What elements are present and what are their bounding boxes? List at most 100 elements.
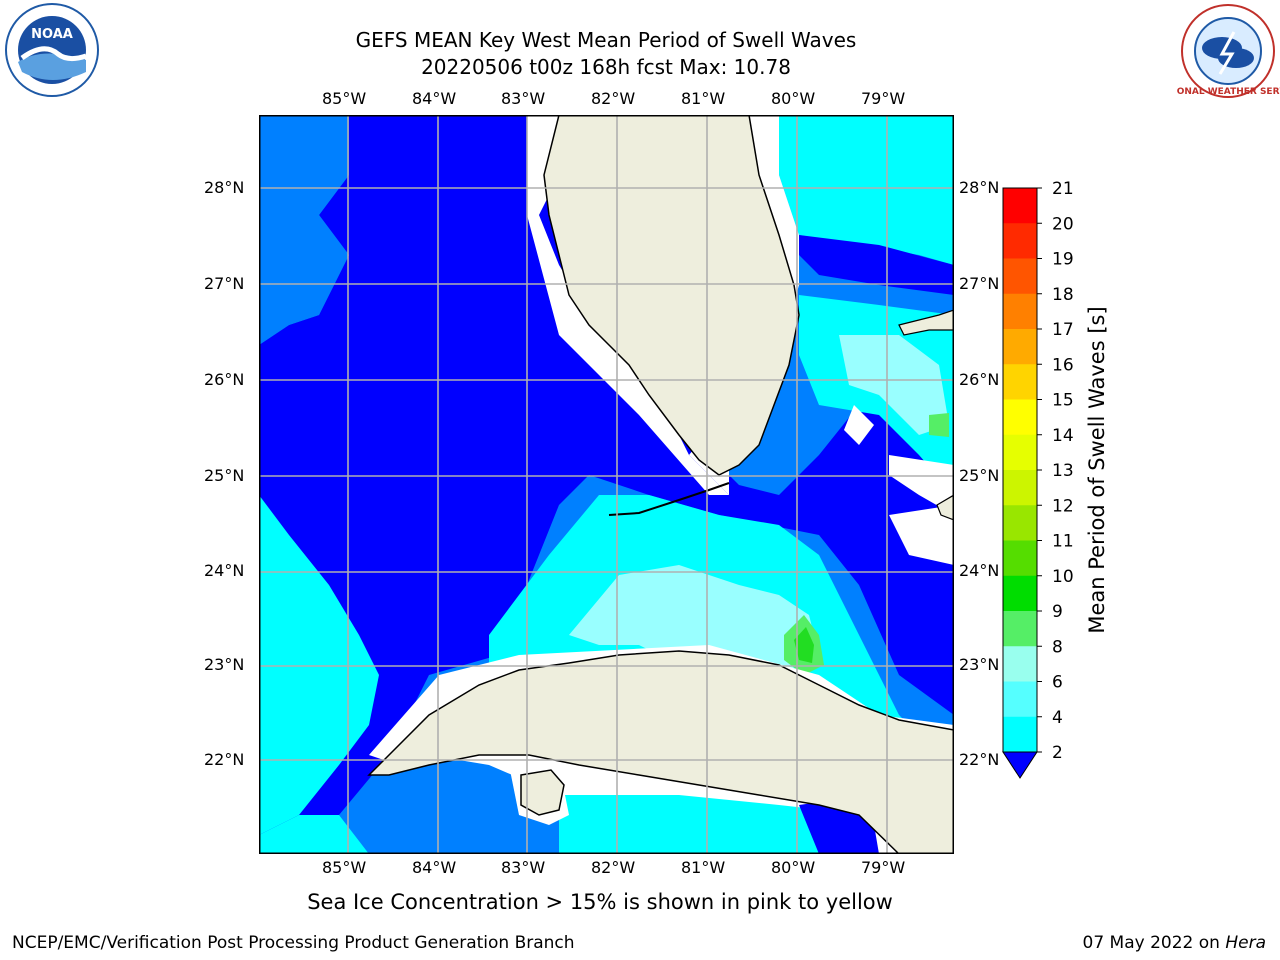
nodata-mask-florida-east <box>689 115 799 495</box>
colorbar-swatch <box>1003 188 1037 224</box>
wave-zone-6-8s-corner <box>259 815 369 854</box>
wave-zone-8-9s-straits <box>569 565 819 675</box>
lon-label-top-84w: 84°W <box>412 89 457 108</box>
colorbar-tick-label: 12 <box>1052 496 1074 516</box>
nodata-mask-bahamas-1 <box>844 405 874 445</box>
noaa-logo: NOAA <box>5 3 99 97</box>
colorbar-tick-label: 13 <box>1052 461 1074 481</box>
colorbar-swatch <box>1003 470 1037 506</box>
colorbar-tick-label: 16 <box>1052 355 1074 375</box>
colorbar-tick-label: 11 <box>1052 532 1074 552</box>
colorbar-swatch <box>1003 611 1037 647</box>
nodata-mask-bahamas-3 <box>889 505 954 565</box>
nws-logo: NATIONAL WEATHER SERVICE <box>1176 4 1280 98</box>
colorbar-tick-label: 2 <box>1052 743 1063 763</box>
colorbar-swatch <box>1003 505 1037 541</box>
land-cuba <box>367 650 954 854</box>
colorbar-tick-label: 8 <box>1052 637 1063 657</box>
colorbar-tick-label: 9 <box>1052 602 1063 622</box>
colorbar-label: Mean Period of Swell Waves [s] <box>1085 306 1109 634</box>
lon-label-bottom-82w: 82°W <box>591 858 636 877</box>
colorbar-tick-label: 4 <box>1052 708 1063 728</box>
wave-zone-8-9s-atlantic <box>839 335 949 435</box>
lon-label-bottom-85w: 85°W <box>322 858 367 877</box>
colorbar-swatch <box>1003 364 1037 400</box>
lat-label-left-28n: 28°N <box>204 178 245 197</box>
lon-label-bottom-83w: 83°W <box>501 858 546 877</box>
land-florida-keys <box>608 482 730 516</box>
colorbar-tick-label: 6 <box>1052 673 1063 693</box>
colorbar-swatch <box>1003 329 1037 365</box>
map-gridlines <box>259 115 954 854</box>
wave-zone-6-8s-atlantic-mid <box>799 295 954 495</box>
lon-label-bottom-84w: 84°W <box>412 858 457 877</box>
lat-label-left-27n: 27°N <box>204 274 245 293</box>
lat-label-right-25n: 25°N <box>959 466 1000 485</box>
wave-zone-9-10s-atlantic <box>929 413 949 437</box>
footer-host: Hera <box>1225 933 1266 953</box>
lon-label-top-82w: 82°W <box>591 89 636 108</box>
land-grand-bahama <box>898 309 954 336</box>
lat-label-left-24n: 24°N <box>204 561 245 580</box>
footer-date-text: 07 May 2022 on <box>1082 933 1220 953</box>
lat-label-right-27n: 27°N <box>959 274 1000 293</box>
lon-label-bottom-80w: 80°W <box>771 858 816 877</box>
footer-branch: NCEP/EMC/Verification Post Processing Pr… <box>12 933 575 953</box>
sea-ice-note: Sea Ice Concentration > 15% is shown in … <box>307 890 893 914</box>
land-andros <box>936 494 954 521</box>
wave-zone-6-8s-atlantic-north <box>779 115 954 265</box>
nws-logo-text: NATIONAL WEATHER SERVICE <box>1176 87 1280 97</box>
colorbar-tick-label: 14 <box>1052 426 1074 446</box>
lat-label-right-23n: 23°N <box>959 655 1000 674</box>
colorbar-tick-label: 17 <box>1052 320 1074 340</box>
colorbar-tick-label: 21 <box>1052 180 1074 199</box>
lon-label-top-81w: 81°W <box>681 89 726 108</box>
lon-label-top-83w: 83°W <box>501 89 546 108</box>
map-title: GEFS MEAN Key West Mean Period of Swell … <box>355 28 857 52</box>
colorbar-swatch <box>1003 258 1037 295</box>
colorbar-tick-label: 18 <box>1052 285 1074 305</box>
lat-label-right-26n: 26°N <box>959 370 1000 389</box>
colorbar-swatch <box>1003 399 1037 436</box>
colorbar-tick-label: 20 <box>1052 214 1074 234</box>
colorbar-tick-label: 10 <box>1052 567 1074 587</box>
lon-label-top-79w: 79°W <box>861 89 906 108</box>
wave-zone-2-4s-gulf <box>259 115 954 854</box>
colorbar-swatch <box>1003 716 1037 753</box>
lat-label-left-22n: 22°N <box>204 750 245 769</box>
colorbar-tick-label: 19 <box>1052 250 1074 270</box>
colorbar-ticks: 21 20 19 18 17 16 15 14 13 12 11 10 9 8 6 4 2 <box>1037 180 1074 763</box>
map-subtitle: 20220506 t00z 168h fcst Max: 10.78 <box>421 55 791 79</box>
wave-zone-4-6s-west <box>259 115 349 345</box>
land-florida <box>543 115 800 476</box>
colorbar: 21 20 19 18 17 16 15 14 13 12 11 10 9 8 6 4 2 <box>1002 180 1074 779</box>
colorbar-swatch <box>1003 681 1037 718</box>
colorbar-swatch <box>1003 223 1037 259</box>
footer-date: 07 May 2022 on Hera <box>1083 933 1267 953</box>
lat-label-right-28n: 28°N <box>959 178 1000 197</box>
map-frame <box>259 115 954 854</box>
colorbar-swatch <box>1003 575 1037 612</box>
wave-zone-10-11s-core <box>794 627 814 663</box>
wave-zone-6-8s-southwest <box>259 495 379 835</box>
lon-label-top-85w: 85°W <box>322 89 367 108</box>
wave-zone-2-4s-atlantic-band <box>799 235 954 295</box>
lat-label-left-23n: 23°N <box>204 655 245 674</box>
lat-label-right-22n: 22°N <box>959 750 1000 769</box>
colorbar-swatch <box>1003 293 1037 330</box>
colorbar-tick-label: 15 <box>1052 391 1074 411</box>
colorbar-swatch <box>1003 434 1037 471</box>
lon-label-top-80w: 80°W <box>771 89 816 108</box>
colorbar-extend-min <box>1002 751 1038 779</box>
map-panel <box>259 115 954 854</box>
land-isla-juventud <box>520 769 565 816</box>
lat-label-left-26n: 26°N <box>204 370 245 389</box>
colorbar-swatches <box>1002 187 1038 779</box>
lon-label-bottom-79w: 79°W <box>861 858 906 877</box>
noaa-logo-text: NOAA <box>31 27 73 42</box>
nodata-mask-bahamas-2 <box>889 455 954 515</box>
lat-label-left-25n: 25°N <box>204 466 245 485</box>
lat-label-right-24n: 24°N <box>959 561 1000 580</box>
colorbar-swatch <box>1003 646 1037 682</box>
lon-label-bottom-81w: 81°W <box>681 858 726 877</box>
